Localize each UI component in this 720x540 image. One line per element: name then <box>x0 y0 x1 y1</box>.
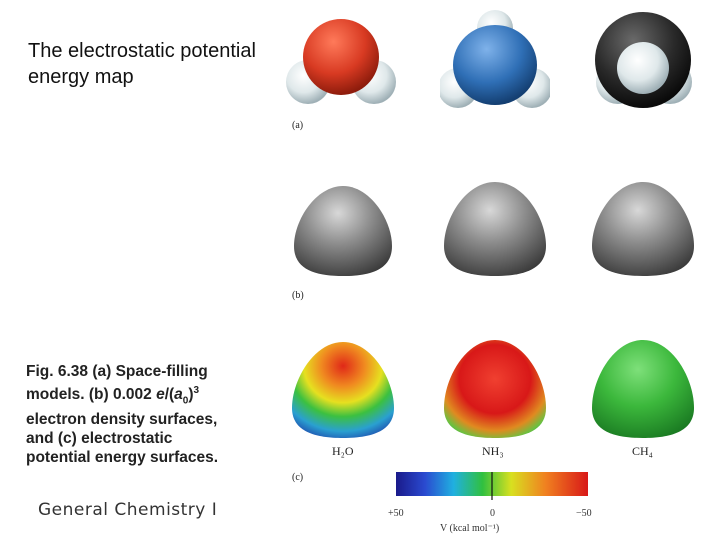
nh3-space-filling-model <box>440 10 550 108</box>
scale-max-label: −50 <box>576 508 592 519</box>
nh3-density-surface <box>444 182 546 276</box>
h2o-space-filling-model <box>286 19 396 104</box>
scale-mid-label: 0 <box>490 508 495 519</box>
panel-label-a: (a) <box>292 120 304 131</box>
scale-min-label: +50 <box>388 508 404 519</box>
footer-course-name: General Chemistry I <box>38 500 218 520</box>
h2o-density-surface <box>294 186 392 276</box>
panel-label-b: (b) <box>292 290 304 301</box>
ch4-potential-surface <box>592 340 694 438</box>
label-h2o: H₂O <box>332 444 354 458</box>
figure-caption: Fig. 6.38 (a) Space-filling models. (b) … <box>26 362 276 467</box>
h2o-potential-surface <box>292 342 394 438</box>
caption-line-2: models. (b) 0.002 e/(a0)3 <box>26 385 200 407</box>
slide-title: The electrostatic potential energy map <box>28 40 256 88</box>
label-nh3: NH₃ <box>482 444 504 458</box>
caption-line-5: potential energy surfaces. <box>26 449 219 467</box>
ch4-density-surface <box>592 182 694 276</box>
caption-line-3: electron density surfaces, <box>26 411 218 429</box>
caption-line-4: and (c) electrostatic <box>26 430 173 448</box>
nh3-potential-surface <box>444 340 546 438</box>
potential-color-scale <box>396 472 588 500</box>
ch4-space-filling-model <box>595 12 692 108</box>
scale-axis-label: V (kcal mol⁻¹) <box>440 523 500 534</box>
caption-line-1: Fig. 6.38 (a) Space-filling <box>26 363 208 380</box>
label-ch4: CH₄ <box>632 444 653 458</box>
panel-label-c: (c) <box>292 472 304 483</box>
